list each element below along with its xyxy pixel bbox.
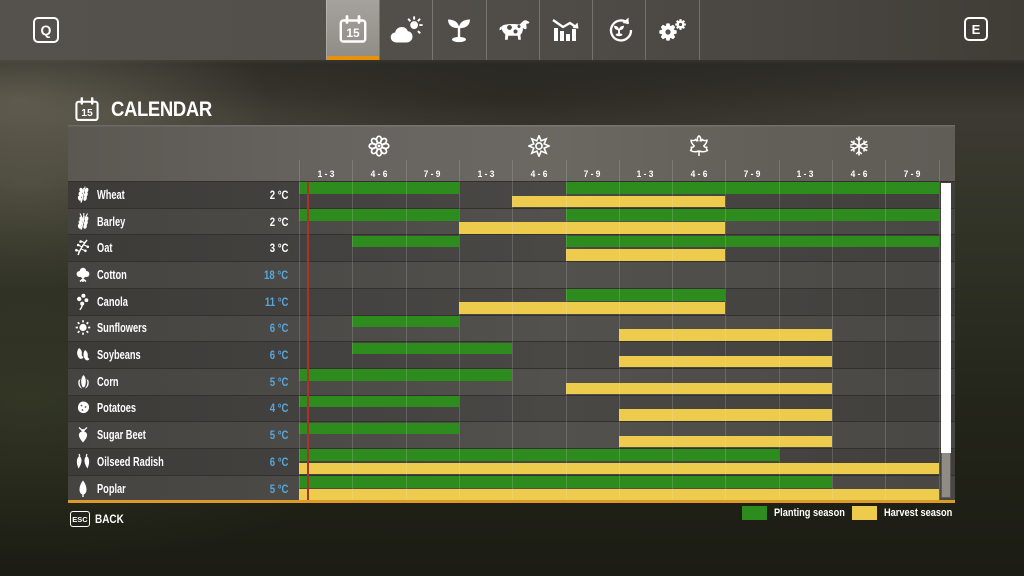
svg-text:15: 15 (346, 26, 360, 40)
svg-text:15: 15 (81, 108, 93, 119)
